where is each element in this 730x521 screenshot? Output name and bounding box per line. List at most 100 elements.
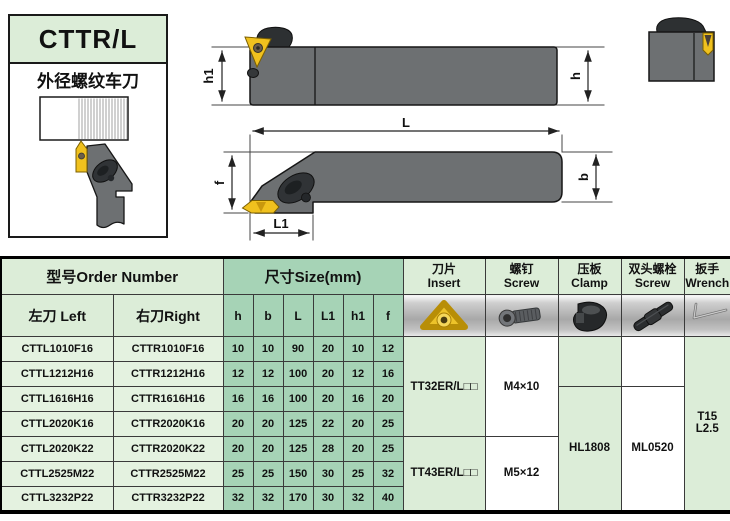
screw-photo-cell	[484, 294, 559, 337]
header-stud-cn: 双头螺栓	[628, 261, 677, 276]
model-subtitle: 外径螺纹车刀	[37, 71, 139, 91]
size-cell: 125	[282, 436, 314, 462]
order-right-cell: CTTR1010F16	[112, 336, 224, 362]
header-wrench-en: Wrench	[685, 275, 730, 290]
size-cell: 32	[342, 486, 374, 512]
order-left-cell: CTTL3232P22	[0, 486, 114, 512]
header-order-number: 型号Order Number	[0, 257, 224, 295]
model-title: CTTR/L	[10, 16, 166, 64]
wrench-photo-cell	[683, 294, 730, 337]
size-cell: 32	[222, 486, 254, 512]
order-left-cell: CTTL1616H16	[0, 386, 114, 412]
table-row: CTTL2020K22 CTTR2020K22 20 20 125 28 20 …	[0, 436, 730, 512]
size-cell: 20	[312, 386, 344, 412]
size-cell: 16	[252, 386, 284, 412]
header-insert-cn: 刀片	[432, 261, 457, 276]
size-cell: 30	[312, 461, 344, 487]
size-cell: 16	[222, 386, 254, 412]
size-cell: 32	[252, 486, 284, 512]
application-diagram	[39, 96, 133, 229]
table-row: CTTL2525M22 CTTR2525M22 25 25 150 30 25 …	[0, 461, 730, 487]
order-right-cell: CTTR2525M22	[112, 461, 224, 487]
end-view	[648, 17, 715, 82]
size-cell: 25	[372, 411, 404, 437]
header-col-h: h	[222, 294, 254, 337]
top-view: L f b L1	[212, 115, 613, 241]
clamp-shape	[656, 17, 707, 33]
size-cell: 20	[342, 411, 374, 437]
header-col-b: b	[252, 294, 284, 337]
order-left-cell: CTTL2525M22	[0, 461, 114, 487]
size-cell: 25	[252, 461, 284, 487]
size-cell: 25	[372, 436, 404, 462]
header-clamp-en: Clamp	[571, 275, 608, 290]
header-insert-en: Insert	[427, 275, 461, 290]
clamp-model-cell: HL1808	[557, 386, 622, 512]
size-cell: 20	[342, 436, 374, 462]
stud-empty-cell	[620, 336, 685, 387]
header-wrench: 扳手 Wrench	[683, 257, 730, 295]
dim-label-h: h	[568, 72, 583, 80]
size-cell: 12	[372, 336, 404, 362]
holder-top	[245, 151, 563, 214]
header-col-f: f	[372, 294, 404, 337]
size-cell: 100	[282, 361, 314, 387]
workpiece	[39, 96, 129, 141]
header-clamp-cn: 压板	[577, 261, 602, 276]
order-right-cell: CTTR3232P22	[112, 486, 224, 512]
size-cell: 40	[372, 486, 404, 512]
wrench-model-cell: T15 L2.5	[683, 336, 730, 512]
size-cell: 12	[252, 361, 284, 387]
size-cell: 16	[372, 361, 404, 387]
size-cell: 20	[252, 411, 284, 437]
order-left-cell: CTTL1212H16	[0, 361, 114, 387]
table-row: CTTL3232P22 CTTR3232P22 32 32 170 30 32 …	[0, 486, 730, 512]
insert-model-cell: TT32ER/L□□	[402, 336, 486, 437]
dim-label-L1: L1	[273, 216, 288, 231]
size-cell: 28	[312, 436, 344, 462]
size-cell: 20	[312, 361, 344, 387]
size-cell: 100	[282, 386, 314, 412]
header-wrench-cn: 扳手	[695, 261, 720, 276]
order-right-cell: CTTR2020K22	[112, 436, 224, 462]
clamp-empty-cell	[557, 336, 622, 387]
dim-label-f: f	[212, 180, 227, 185]
header-screw-en: Screw	[503, 275, 540, 290]
header-right-hand: 右刀Right	[112, 294, 224, 337]
header-stud: 双头螺栓 Screw	[620, 257, 685, 295]
order-right-cell: CTTR1212H16	[112, 361, 224, 387]
dim-label-b: b	[576, 173, 591, 181]
screw-model-cell: M5×12	[484, 436, 559, 512]
size-cell: 150	[282, 461, 314, 487]
table-row: CTTL1616H16 CTTR1616H16 16 16 100 20 16 …	[0, 386, 730, 512]
table-row: CTTL2020K16 CTTR2020K16 20 20 125 22 20 …	[0, 411, 730, 437]
spec-table: 型号Order Number 尺寸Size(mm) 刀片 Insert 螺钉 S…	[0, 256, 730, 514]
stud-photo-cell	[620, 294, 685, 337]
size-cell: 16	[342, 386, 374, 412]
size-cell: 12	[222, 361, 254, 387]
size-cell: 90	[282, 336, 314, 362]
order-right-cell: CTTR1616H16	[112, 386, 224, 412]
holder-diagram	[86, 143, 133, 229]
size-cell: 20	[312, 336, 344, 362]
size-cell: 20	[372, 386, 404, 412]
size-cell: 20	[222, 436, 254, 462]
insert-photo-cell	[402, 294, 486, 337]
size-cell: 30	[312, 486, 344, 512]
dim-label-L: L	[402, 115, 410, 130]
header-size: 尺寸Size(mm)	[222, 257, 404, 295]
stud-screw-icon	[632, 301, 673, 331]
tool-dimension-drawing: h1 h L f b	[201, 17, 715, 241]
dim-label-h1: h1	[201, 68, 216, 83]
order-left-cell: CTTL2020K22	[0, 436, 114, 462]
size-cell: 20	[252, 436, 284, 462]
size-cell: 25	[342, 461, 374, 487]
header-stud-en: Screw	[634, 275, 671, 290]
shank-side	[249, 46, 558, 106]
header-clamp: 压板 Clamp	[557, 257, 622, 295]
size-cell: 10	[342, 336, 374, 362]
size-cell: 10	[222, 336, 254, 362]
size-cell: 20	[222, 411, 254, 437]
model-panel: CTTR/L 外径螺纹车刀	[8, 14, 168, 238]
